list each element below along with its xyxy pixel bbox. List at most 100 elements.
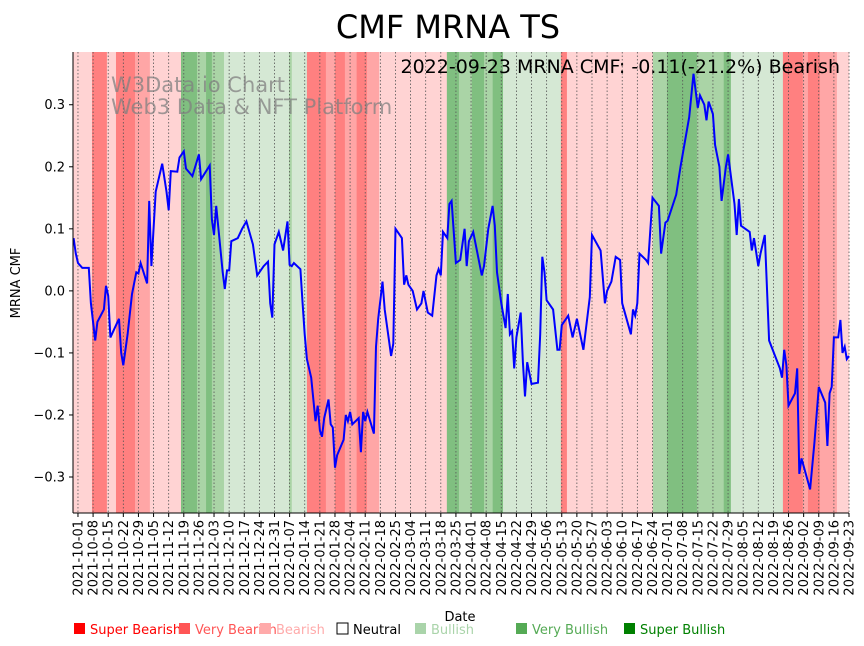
y-tick-label: −0.3 bbox=[33, 471, 65, 486]
legend: Super Bearish Very Bearish Bearish Neutral B… bbox=[74, 622, 725, 638]
x-tick-label: 2021-12-24 bbox=[253, 520, 268, 596]
regime-band-very-bearish bbox=[344, 52, 357, 513]
y-tick-label: −0.2 bbox=[33, 408, 65, 423]
x-tick-label: 2021-11-05 bbox=[147, 520, 162, 596]
regime-band-very-bullish bbox=[196, 52, 207, 513]
y-tick-label: 0.0 bbox=[44, 284, 65, 299]
x-tick-label: 2022-02-25 bbox=[389, 520, 404, 596]
x-tick-label: 2022-03-04 bbox=[404, 520, 419, 596]
legend-item: Bearish bbox=[260, 623, 325, 638]
cmf-line bbox=[72, 73, 850, 490]
regime-band-very-bullish bbox=[211, 52, 225, 513]
y-tick-label: −0.1 bbox=[33, 346, 65, 361]
x-tick-label: 2022-05-20 bbox=[570, 520, 585, 596]
x-tick-label: 2022-03-25 bbox=[449, 520, 464, 596]
x-tick-label: 2022-04-22 bbox=[510, 520, 525, 596]
x-tick-label: 2022-04-15 bbox=[495, 520, 510, 596]
legend-label: Super Bullish bbox=[640, 623, 725, 638]
x-tick-label: 2022-04-08 bbox=[480, 520, 495, 596]
legend-item: Super Bullish bbox=[624, 623, 725, 638]
x-tick-label: 2022-01-07 bbox=[283, 520, 298, 596]
regime-band-super-bearish bbox=[306, 52, 327, 513]
watermark-line-2: Web3 Data & NFT Platform bbox=[111, 95, 392, 119]
legend-label: Bullish bbox=[431, 623, 474, 638]
regime-band-super-bullish bbox=[471, 52, 485, 513]
x-tick-label: 2022-05-13 bbox=[555, 520, 570, 596]
x-tick-label: 2021-12-31 bbox=[268, 520, 283, 596]
legend-swatch bbox=[74, 623, 85, 634]
watermark: W3Data.io Chart Web3 Data & NFT Platform bbox=[111, 73, 392, 119]
legend-swatch bbox=[336, 622, 349, 635]
legend-label: Very Bearish bbox=[195, 623, 277, 638]
y-ticks: −0.3 −0.2 −0.1 0.0 0.1 0.2 0.3 bbox=[33, 98, 73, 486]
legend-swatch bbox=[516, 623, 527, 634]
regime-band-very-bearish bbox=[325, 52, 336, 513]
x-tick-label: 2022-04-29 bbox=[525, 520, 540, 596]
regime-band-bearish bbox=[379, 52, 448, 513]
regime-band-super-bullish bbox=[180, 52, 198, 513]
x-tick-label: 2022-03-11 bbox=[419, 520, 434, 596]
x-tick-label: 2021-10-01 bbox=[71, 520, 86, 596]
regime-band-very-bearish bbox=[134, 52, 151, 513]
regime-band-super-bearish bbox=[356, 52, 368, 513]
regime-band-bullish bbox=[730, 52, 784, 513]
watermark-line-1: W3Data.io Chart bbox=[111, 73, 285, 97]
x-tick-label: 2021-10-22 bbox=[117, 520, 132, 596]
regime-band-bearish bbox=[149, 52, 182, 513]
y-axis-label: MRNA CMF bbox=[9, 248, 24, 319]
regime-band-bullish bbox=[291, 52, 308, 513]
regime-band-bearish bbox=[836, 52, 850, 513]
chart-title: CMF MRNA TS bbox=[336, 8, 560, 46]
x-tick-label: 2022-08-26 bbox=[782, 520, 797, 596]
x-tick-label: 2022-07-01 bbox=[661, 520, 676, 596]
regime-band-very-bullish bbox=[288, 52, 293, 513]
x-tick-label: 2021-12-17 bbox=[238, 520, 253, 596]
regime-band-bearish bbox=[106, 52, 117, 513]
x-tick-label: 2022-02-04 bbox=[344, 520, 359, 596]
x-tick-label: 2021-12-03 bbox=[208, 520, 223, 596]
x-tick-label: 2022-06-24 bbox=[646, 520, 661, 596]
legend-swatch bbox=[260, 623, 271, 634]
regime-band-bullish bbox=[503, 52, 562, 513]
legend-swatch bbox=[179, 623, 190, 634]
x-tick-label: 2021-12-10 bbox=[223, 520, 238, 596]
x-tick-label: 2021-11-26 bbox=[192, 520, 207, 596]
x-tick-label: 2022-01-28 bbox=[328, 520, 343, 596]
legend-item: Very Bearish bbox=[179, 623, 277, 638]
regime-band-very-bearish bbox=[802, 52, 809, 513]
legend-item: Neutral bbox=[336, 622, 401, 638]
x-tick-label: 2022-07-22 bbox=[706, 520, 721, 596]
x-tick-label: 2021-11-12 bbox=[162, 520, 177, 596]
x-tick-label: 2022-05-06 bbox=[540, 520, 555, 596]
regime-band-super-bullish bbox=[206, 52, 213, 513]
x-tick-label: 2022-08-19 bbox=[767, 520, 782, 596]
regime-band-bearish bbox=[73, 52, 93, 513]
x-tick-label: 2021-10-29 bbox=[132, 520, 147, 596]
latest-annotation: 2022-09-23 MRNA CMF: -0.11(-21.2%) Beari… bbox=[401, 56, 841, 78]
x-tick-label: 2022-09-23 bbox=[843, 520, 858, 596]
x-tick-label: 2022-01-21 bbox=[313, 520, 328, 596]
x-ticks: 2021-10-01 2021-10-08 2021-10-15 2021-10-22… bbox=[71, 513, 858, 596]
x-tick-label: 2022-08-12 bbox=[752, 520, 767, 596]
legend-label: Super Bearish bbox=[90, 623, 181, 638]
legend-label: Bearish bbox=[276, 623, 325, 638]
regime-band-very-bullish bbox=[696, 52, 725, 513]
regime-band-super-bearish bbox=[560, 52, 568, 513]
x-tick-label: 2022-06-03 bbox=[601, 520, 616, 596]
x-tick-label: 2021-10-15 bbox=[102, 520, 117, 596]
regime-band-very-bullish bbox=[458, 52, 473, 513]
x-axis-label: Date bbox=[444, 610, 475, 625]
x-tick-label: 2021-11-19 bbox=[177, 520, 192, 596]
x-tick-label: 2022-07-08 bbox=[676, 520, 691, 596]
x-tick-label: 2021-10-08 bbox=[87, 520, 102, 596]
x-tick-label: 2022-02-11 bbox=[359, 520, 374, 596]
regime-band-super-bearish bbox=[92, 52, 108, 513]
legend-label: Neutral bbox=[353, 623, 401, 638]
regime-band-super-bearish bbox=[782, 52, 804, 513]
regime-band-bullish bbox=[223, 52, 290, 513]
regime-band-very-bearish bbox=[366, 52, 380, 513]
y-tick-label: 0.2 bbox=[44, 160, 65, 175]
legend-swatch bbox=[624, 623, 635, 634]
regime-band-super-bearish bbox=[334, 52, 346, 513]
